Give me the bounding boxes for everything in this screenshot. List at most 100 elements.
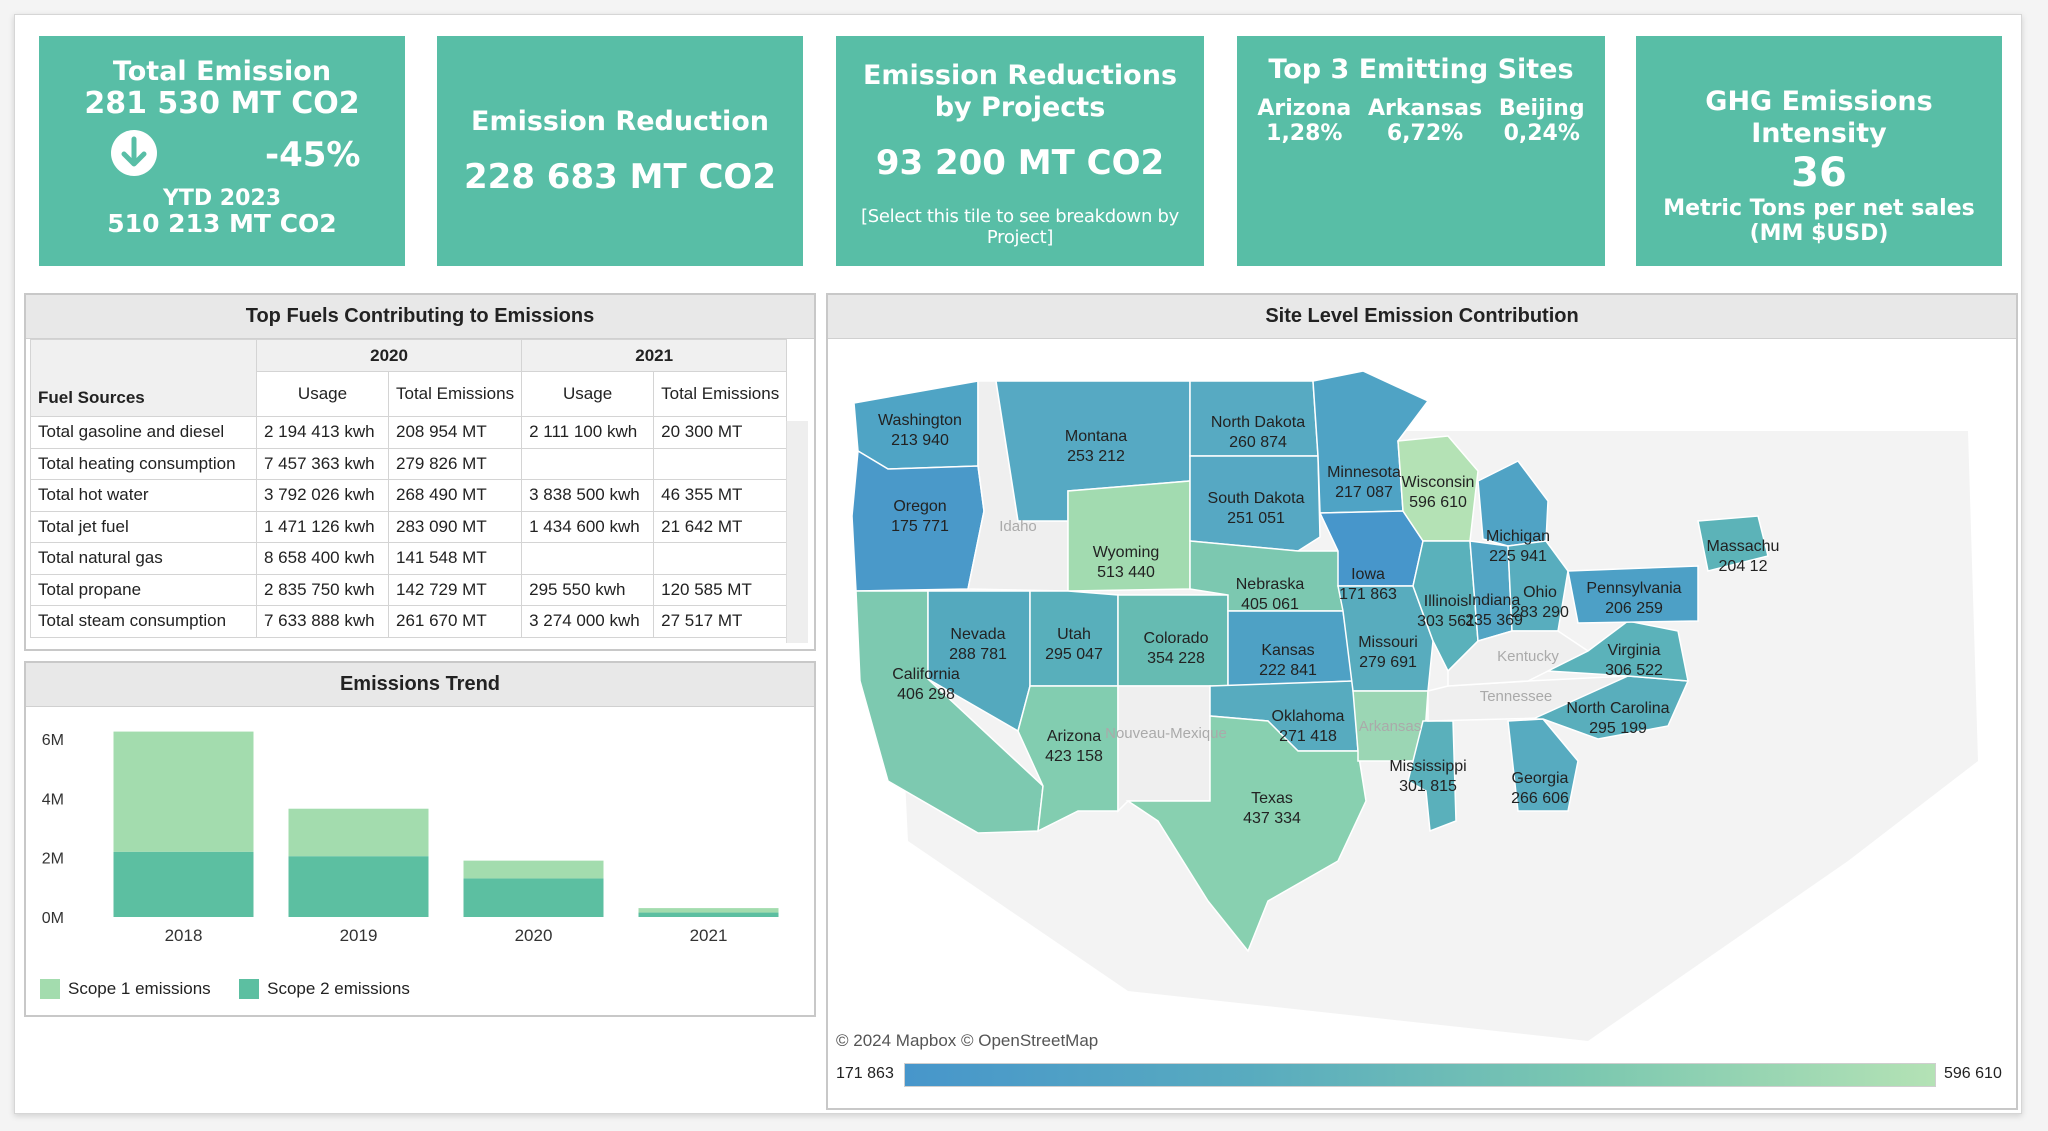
bar-segment[interactable] [463, 860, 604, 879]
bar-segment[interactable] [638, 912, 779, 917]
table-cell: 27 517 MT [653, 605, 788, 638]
state-name-label: Montana [1065, 428, 1127, 445]
legend-item-scope2[interactable]: Scope 2 emissions [239, 979, 410, 999]
table-cell: 1 434 600 kwh [521, 510, 655, 543]
kpi-title: Top 3 Emitting Sites [1268, 54, 1574, 85]
kpi-top-sites[interactable]: Top 3 Emitting Sites Arizona 1,28% Arkan… [1237, 36, 1605, 266]
state-value-label: 354 228 [1147, 650, 1205, 667]
state-newmexico[interactable] [1117, 685, 1211, 813]
color-scale-bar [904, 1063, 1936, 1087]
column-header[interactable]: Usage [521, 371, 655, 417]
state-name-label: Missouri [1358, 634, 1418, 651]
us-site-map[interactable]: Washington 213 940 Oregon 175 771 California… [828, 341, 2016, 1061]
table-cell: 3 838 500 kwh [521, 479, 655, 512]
state-texas[interactable] [1125, 715, 1367, 953]
state-arizona[interactable] [1017, 685, 1119, 833]
state-value-label: 175 771 [891, 518, 949, 535]
table-row[interactable]: Total jet fuel 1 471 126 kwh 283 090 MT 1 4… [30, 510, 788, 543]
kpi-title-line1: Emission Reductions [862, 60, 1178, 91]
state-name-label: Kansas [1261, 642, 1314, 659]
table-cell: 142 729 MT [387, 573, 523, 606]
kpi-title-line2: by Projects [934, 92, 1106, 123]
state-arkansas[interactable] [1352, 690, 1429, 762]
state-kentucky[interactable] [1447, 630, 1590, 687]
state-name-label: Virginia [1607, 642, 1660, 659]
table-row[interactable]: Total steam consumption 7 633 888 kwh 261 … [30, 605, 788, 638]
kpi-ghg-intensity[interactable]: GHG Emissions Intensity 36 Metric Tons p… [1636, 36, 2002, 266]
state-value-label: 279 691 [1359, 654, 1417, 671]
site-item: Arkansas 6,72% [1368, 96, 1483, 146]
table-row[interactable]: Total hot water 3 792 026 kwh 268 490 MT 3 … [30, 479, 788, 512]
column-header-year[interactable]: 2021 [521, 339, 788, 372]
kpi-total-emission[interactable]: Total Emission 281 530 MT CO2 -45% YTD 2… [39, 36, 405, 266]
column-header[interactable]: Total Emissions [653, 371, 788, 417]
table-cell: 2 194 413 kwh [256, 416, 389, 449]
x-tick-label: 2020 [515, 926, 553, 945]
row-label: Total gasoline and diesel [30, 416, 257, 449]
kpi-title: Total Emission [112, 56, 332, 87]
state-name-label: Iowa [1351, 566, 1385, 583]
site-item: Beijing 0,24% [1498, 96, 1585, 146]
state-value-label: 423 158 [1045, 748, 1103, 765]
legend-item-scope1[interactable]: Scope 1 emissions [40, 979, 211, 999]
table-cell: 3 792 026 kwh [256, 479, 389, 512]
table-row[interactable]: Total heating consumption 7 457 363 kwh 27… [30, 447, 788, 480]
table-cell: 283 090 MT [387, 510, 523, 543]
bar-segment[interactable] [288, 856, 429, 917]
state-name-label: Nebraska [1236, 576, 1305, 593]
state-pennsylvania[interactable] [1567, 565, 1699, 624]
table-cell: 46 355 MT [653, 479, 788, 512]
state-name-label: Wisconsin [1402, 474, 1475, 491]
scale-min: 171 863 [836, 1065, 894, 1082]
kpi-value: 93 200 MT CO2 [875, 143, 1165, 183]
bar-segment[interactable] [288, 808, 429, 857]
state-ohio[interactable] [1507, 540, 1569, 632]
state-name-label: Idaho [999, 518, 1037, 535]
state-value-label: 253 212 [1067, 448, 1125, 465]
table-row[interactable]: Total natural gas 8 658 400 kwh 141 548 MT [30, 542, 788, 575]
column-header[interactable]: Usage [256, 371, 389, 417]
state-value-label: 260 874 [1229, 434, 1287, 451]
state-value-label: 235 369 [1465, 612, 1523, 629]
state-value-label: 295 047 [1045, 646, 1103, 663]
state-value-label: 271 418 [1279, 728, 1337, 745]
legend-swatch [40, 979, 60, 999]
state-massachusetts[interactable] [1697, 515, 1769, 572]
state-name-label: Kentucky [1497, 648, 1559, 665]
bar-segment[interactable] [463, 878, 604, 917]
table-scrollbar[interactable] [786, 421, 808, 643]
row-label: Total hot water [30, 479, 257, 512]
table-cell: 7 457 363 kwh [256, 447, 389, 480]
bar-segment[interactable] [113, 731, 254, 852]
bar-segment[interactable] [113, 851, 254, 917]
kpi-value: 228 683 MT CO2 [464, 157, 776, 197]
map-attribution[interactable]: © 2024 Mapbox © OpenStreetMap [836, 1031, 1099, 1050]
state-value-label: 213 940 [891, 432, 949, 449]
table-row[interactable]: Total gasoline and diesel 2 194 413 kwh 20… [30, 416, 788, 449]
state-name-label: Oregon [893, 498, 946, 515]
table-cell: 120 585 MT [653, 573, 788, 606]
state-name-label: California [892, 666, 960, 683]
column-header[interactable]: Total Emissions [387, 371, 523, 417]
table-row[interactable]: Total propane 2 835 750 kwh 142 729 MT 295 … [30, 573, 788, 606]
state-name-label: Arkansas [1359, 718, 1422, 735]
state-name-label: Indiana [1468, 592, 1521, 609]
arrow-down-circle-icon [111, 130, 157, 176]
column-header-fuel-sources[interactable]: Fuel Sources [30, 339, 257, 417]
bar-segment[interactable] [638, 908, 779, 913]
kpi-emission-reduction[interactable]: Emission Reduction 228 683 MT CO2 [437, 36, 803, 266]
state-virginia[interactable] [1545, 620, 1689, 682]
kpi-reductions-by-projects[interactable]: Emission Reductions by Projects 93 200 M… [836, 36, 1204, 266]
state-value-label: 406 298 [897, 686, 955, 703]
kpi-ytd-label: YTD 2023 [162, 186, 282, 211]
state-southdakota[interactable] [1189, 455, 1321, 552]
table-cell [521, 447, 655, 480]
state-value-label: 222 841 [1259, 662, 1317, 679]
row-label: Total steam consumption [30, 605, 257, 638]
column-header-year[interactable]: 2020 [255, 339, 523, 372]
trend-legend: Scope 1 emissions Scope 2 emissions [40, 979, 434, 1004]
state-name-label: Arizona [1047, 728, 1101, 745]
state-name-label: Nevada [950, 626, 1005, 643]
table-cell [521, 542, 655, 575]
kpi-change: -45% [265, 135, 361, 175]
